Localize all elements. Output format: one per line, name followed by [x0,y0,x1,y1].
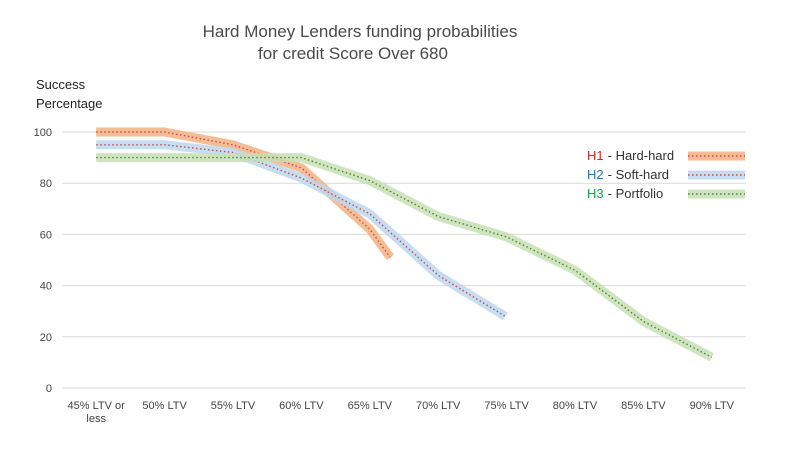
y-tick-label: 20 [40,332,52,344]
x-tick-label: 55% LTV [211,400,256,412]
legend-entry-2: H2 - Soft-hard [587,167,669,182]
legend-tag: H1 [587,148,604,163]
legend-entry-1: H1 - Hard-hard [587,148,674,163]
legend-name: - Soft-hard [608,167,669,182]
series-layer [96,127,714,362]
x-tick-label: 80% LTV [553,400,598,412]
series-trendline-1 [96,131,391,258]
x-tick-label: 85% LTV [621,400,666,412]
y-tick-label: 60 [40,229,52,241]
x-tick-label: 75% LTV [484,400,529,412]
legend: H1 - Hard-hard H2 - Soft-hard H3 - Portfolio [587,148,745,201]
series-trendline-3 [96,156,713,358]
series-line-1 [96,127,394,261]
legend-entry-3: H3 - Portfolio [587,186,663,201]
legend-tag: H2 [587,167,604,182]
x-tick-label: 50% LTV [142,400,187,412]
legend-name: - Hard-hard [608,148,674,163]
series-trendline-2 [96,144,506,317]
legend-name: - Portfolio [608,186,664,201]
y-tick-label: 40 [40,281,52,293]
y-axis-ticks: 0 20 40 60 80 100 [34,127,52,395]
x-tick-label: 45% LTV or [68,400,126,412]
y-tick-label: 100 [34,127,52,139]
x-tick-label: less [86,413,106,425]
x-tick-label: 90% LTV [690,400,735,412]
y-axis-label-line-2: Percentage [36,96,103,111]
x-tick-label: 70% LTV [416,400,461,412]
chart-title-line-1: Hard Money Lenders funding probabilities [203,22,518,41]
y-tick-label: 0 [46,383,52,395]
y-axis-label-line-1: Success [36,77,86,92]
x-tick-label: 60% LTV [279,400,324,412]
chart-title-line-2: for credit Score Over 680 [258,44,448,63]
legend-tag: H3 [587,186,604,201]
x-tick-label: 65% LTV [348,400,393,412]
y-tick-label: 80 [40,178,52,190]
